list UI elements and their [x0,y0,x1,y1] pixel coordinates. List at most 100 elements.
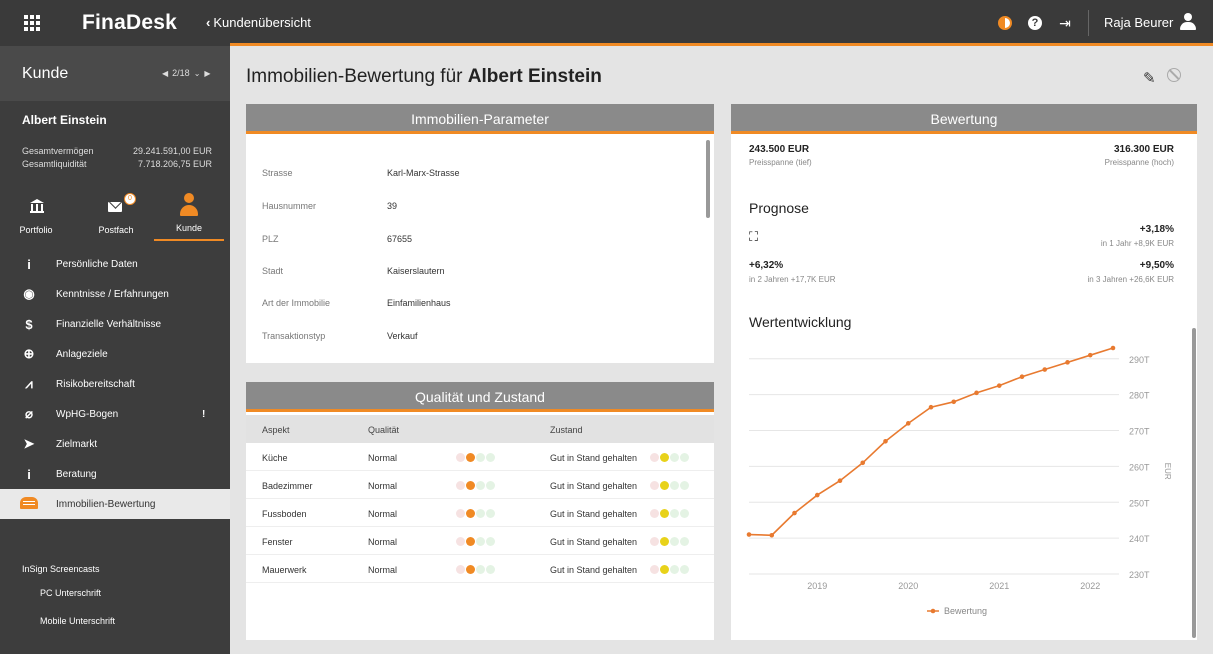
tab-kunde[interactable]: Kunde [154,189,224,241]
rating-dot[interactable] [456,509,465,518]
chevron-down-icon[interactable]: ⌄ [193,68,201,78]
prev-client-icon[interactable]: ◀ [162,68,169,78]
aspect-cell: Mauerwerk [262,565,307,575]
sidebar-item-label: Immobilien-Bewertung [56,498,156,510]
apps-grid-icon[interactable] [24,15,40,31]
param-value[interactable]: Einfamilienhaus [387,298,451,308]
sidebar-item-kenntnisse[interactable]: ◉ Kenntnisse / Erfahrungen [0,279,230,309]
back-link[interactable]: ‹ Kundenübersicht [206,15,311,30]
rating-dot[interactable] [456,481,465,490]
aspect-cell: Badezimmer [262,481,313,491]
rating-dot[interactable] [670,481,679,490]
quality-rating[interactable] [456,565,495,574]
sidebar-item-beratung[interactable]: i Beratung [0,459,230,489]
rating-dot[interactable] [650,537,659,546]
rating-dot[interactable] [670,453,679,462]
sidebar-item-wphg-bogen[interactable]: ⌀ WpHG-Bogen! [0,399,230,429]
sidebar-item-zielmarkt[interactable]: ➤ Zielmarkt [0,429,230,459]
sidebar-tabs: Portfolio 0 Postfach Kunde [0,189,230,241]
sidebar-item-anlageziele[interactable]: ⊕ Anlageziele [0,339,230,369]
forecast-1y-pct: +3,18% [1139,224,1174,235]
rating-dot[interactable] [680,453,689,462]
rating-dot[interactable] [670,509,679,518]
rating-dot[interactable] [476,481,485,490]
rating-dot[interactable] [456,565,465,574]
forecast-3y-pct: +9,50% [1139,260,1174,271]
rating-dot[interactable] [680,565,689,574]
col-aspect: Aspekt [262,425,290,435]
rating-dot[interactable] [476,565,485,574]
rating-dot[interactable] [680,509,689,518]
contrast-toggle[interactable] [995,13,1015,33]
rating-dot[interactable] [660,509,669,518]
condition-rating[interactable] [650,453,689,462]
rating-dot[interactable] [456,537,465,546]
condition-rating[interactable] [650,509,689,518]
rating-dot[interactable] [476,453,485,462]
rating-dot[interactable] [660,565,669,574]
rating-dot[interactable] [476,537,485,546]
quality-rating[interactable] [456,453,495,462]
rating-dot[interactable] [660,537,669,546]
user-icon[interactable] [1180,13,1196,31]
data-point [746,532,752,537]
rating-dot[interactable] [650,565,659,574]
sidebar-item-risikobereitschaft[interactable]: ⩘ Risikobereitschaft [0,369,230,399]
forecast-3y-sub: in 3 Jahren +26,6K EUR [1087,275,1175,284]
rating-dot[interactable] [486,481,495,490]
condition-rating[interactable] [650,537,689,546]
edit-icon[interactable]: ✎ [1143,70,1156,87]
rating-dot[interactable] [486,565,495,574]
sidebar-item-finanzielle-verhaeltnisse[interactable]: $ Finanzielle Verhältnisse [0,309,230,339]
forecast-1y-sub: in 1 Jahr +8,9K EUR [1100,239,1174,248]
screencast-link-mobile[interactable]: Mobile Unterschrift [40,616,116,626]
tab-postfach[interactable]: 0 Postfach [80,189,152,241]
rating-dot[interactable] [670,537,679,546]
rating-dot[interactable] [476,509,485,518]
accent-line [230,43,1213,46]
rating-dot[interactable] [486,537,495,546]
rating-dot[interactable] [650,453,659,462]
param-value[interactable]: Kaiserslautern [387,266,445,276]
valuation-scrollbar[interactable] [1192,328,1196,638]
rating-dot[interactable] [660,453,669,462]
col-condition: Zustand [550,425,583,435]
quality-rating[interactable] [456,481,495,490]
param-value[interactable]: Verkauf [387,331,418,341]
rating-dot[interactable] [486,509,495,518]
cancel-icon[interactable] [1167,68,1181,82]
valuation-card: Bewertung [731,104,1197,640]
data-point [951,399,957,405]
logout-button[interactable]: ⇥ [1055,13,1075,33]
rating-dot[interactable] [680,481,689,490]
tab-portfolio[interactable]: Portfolio [0,189,72,241]
rating-dot[interactable] [650,481,659,490]
rating-dot[interactable] [670,565,679,574]
client-pager[interactable]: ◀ 2/18 ⌄ ▶ [162,68,211,78]
sidebar-item-immobilien-bewertung[interactable]: Immobilien-Bewertung [0,489,230,519]
rating-dot[interactable] [466,537,475,546]
rating-dot[interactable] [466,481,475,490]
next-client-icon[interactable]: ▶ [204,68,211,78]
rating-dot[interactable] [466,565,475,574]
condition-rating[interactable] [650,481,689,490]
quality-rating[interactable] [456,509,495,518]
rating-dot[interactable] [456,453,465,462]
sidebar-item-persoenliche-daten[interactable]: i Persönliche Daten [0,249,230,279]
param-value[interactable]: 67655 [387,234,413,244]
help-button[interactable]: ? [1025,13,1045,33]
rating-dot[interactable] [466,453,475,462]
params-scrollbar[interactable] [706,140,710,218]
brain-icon: ◉ [23,286,35,301]
rating-dot[interactable] [660,481,669,490]
user-name[interactable]: Raja Beurer [1104,15,1174,30]
screencast-link-pc[interactable]: PC Unterschrift [40,588,102,598]
rating-dot[interactable] [466,509,475,518]
rating-dot[interactable] [680,537,689,546]
param-value[interactable]: 39 [387,201,398,211]
param-value[interactable]: Karl-Marx-Strasse [387,168,460,178]
rating-dot[interactable] [486,453,495,462]
quality-rating[interactable] [456,537,495,546]
rating-dot[interactable] [650,509,659,518]
condition-rating[interactable] [650,565,689,574]
